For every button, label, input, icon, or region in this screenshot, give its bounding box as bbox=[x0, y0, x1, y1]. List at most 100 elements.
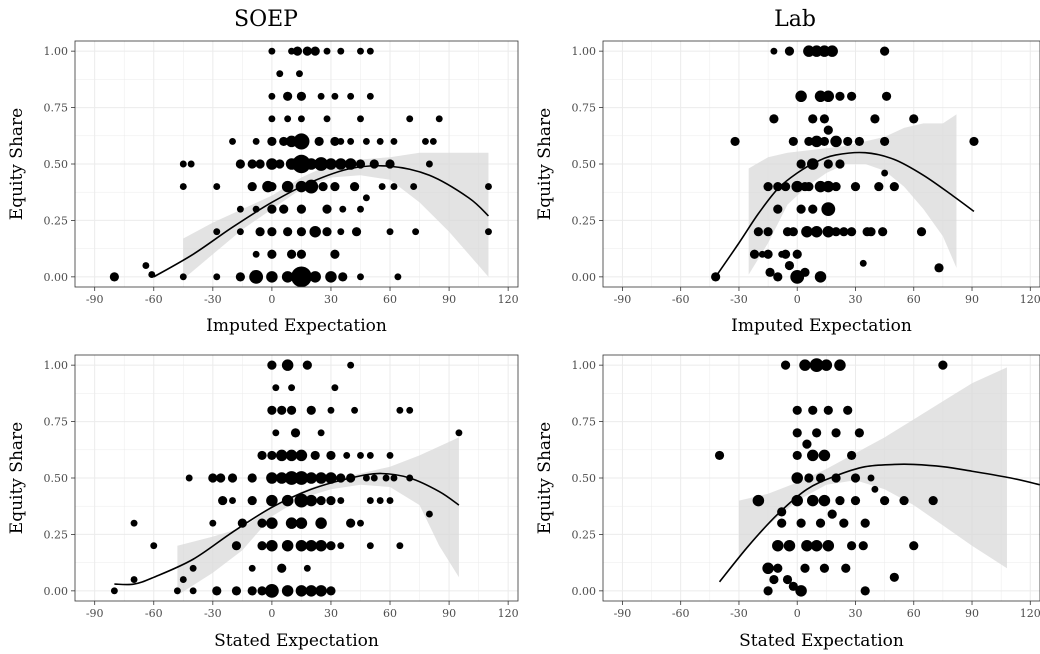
data-point bbox=[867, 474, 875, 482]
data-point bbox=[822, 90, 835, 103]
data-point bbox=[804, 473, 814, 483]
data-point bbox=[109, 272, 119, 282]
smooth-curve bbox=[718, 463, 1040, 583]
data-point bbox=[799, 359, 811, 371]
data-point bbox=[294, 471, 309, 485]
data-point bbox=[264, 583, 279, 598]
data-point bbox=[267, 204, 277, 214]
data-point bbox=[315, 539, 327, 552]
x-tick-label: -60 bbox=[145, 607, 163, 620]
data-point bbox=[335, 158, 347, 170]
data-point bbox=[780, 360, 791, 370]
data-point bbox=[302, 360, 312, 370]
data-point bbox=[818, 449, 831, 462]
data-point bbox=[351, 227, 362, 237]
data-point bbox=[216, 473, 226, 483]
data-point bbox=[179, 576, 187, 584]
data-point bbox=[366, 497, 374, 505]
smooth-curve bbox=[114, 472, 460, 586]
x-axis-title: Stated Expectation bbox=[739, 631, 904, 651]
data-point bbox=[189, 587, 197, 595]
data-point bbox=[362, 137, 370, 145]
data-point bbox=[266, 472, 278, 484]
data-point bbox=[268, 92, 276, 100]
data-point bbox=[788, 227, 798, 237]
data-point bbox=[820, 359, 833, 371]
data-point bbox=[386, 497, 394, 505]
data-point bbox=[231, 541, 242, 551]
data-point bbox=[213, 183, 221, 191]
x-tick-label: 60 bbox=[383, 607, 397, 620]
data-point bbox=[305, 494, 318, 507]
data-point bbox=[792, 450, 802, 461]
data-point bbox=[268, 115, 276, 123]
data-point bbox=[823, 159, 833, 169]
data-point bbox=[881, 169, 889, 177]
data-point bbox=[801, 225, 813, 238]
data-point bbox=[800, 267, 810, 277]
data-point bbox=[305, 472, 318, 484]
data-point bbox=[339, 205, 347, 213]
y-tick-label: 0.00 bbox=[572, 585, 597, 598]
data-point bbox=[295, 539, 308, 552]
data-point bbox=[213, 228, 221, 236]
data-point bbox=[248, 564, 256, 572]
data-point bbox=[425, 160, 433, 168]
data-point bbox=[323, 115, 331, 123]
data-point bbox=[870, 114, 880, 124]
data-point bbox=[326, 495, 336, 506]
y-tick-label: 0.50 bbox=[44, 472, 69, 485]
data-point bbox=[231, 586, 242, 596]
data-point bbox=[763, 249, 773, 259]
data-point bbox=[792, 249, 802, 259]
data-point bbox=[267, 405, 277, 415]
x-tick-label: 0 bbox=[794, 607, 801, 620]
data-point bbox=[347, 92, 355, 100]
data-point bbox=[777, 507, 787, 517]
y-tick-label: 0.00 bbox=[572, 271, 597, 284]
data-point bbox=[317, 429, 325, 437]
data-point bbox=[281, 359, 294, 371]
data-point bbox=[267, 450, 277, 461]
x-tick-label: 90 bbox=[442, 293, 456, 306]
data-point bbox=[714, 450, 725, 461]
x-tick-label: -30 bbox=[204, 607, 222, 620]
data-point bbox=[286, 405, 297, 415]
data-point bbox=[277, 405, 287, 415]
x-tick-label: 120 bbox=[498, 607, 519, 620]
points bbox=[714, 358, 948, 597]
data-point bbox=[835, 495, 845, 506]
data-point bbox=[266, 517, 278, 529]
data-point bbox=[780, 181, 791, 192]
data-point bbox=[266, 271, 278, 283]
data-point bbox=[378, 183, 386, 191]
data-point bbox=[429, 137, 437, 145]
data-point bbox=[422, 137, 429, 145]
x-tick-label: 0 bbox=[794, 293, 801, 306]
data-point bbox=[376, 137, 384, 145]
data-point bbox=[266, 158, 278, 170]
data-point bbox=[969, 136, 979, 147]
column-title-soep: SOEP bbox=[234, 7, 298, 32]
data-point bbox=[247, 586, 257, 596]
x-tick-label: -90 bbox=[614, 293, 632, 306]
data-point bbox=[296, 204, 307, 214]
data-point bbox=[769, 114, 779, 124]
y-tick-label: 1.00 bbox=[44, 359, 69, 372]
data-point bbox=[303, 564, 311, 572]
y-tick-label: 0.50 bbox=[572, 472, 597, 485]
data-point bbox=[795, 585, 807, 597]
data-point bbox=[410, 183, 418, 191]
data-point bbox=[810, 135, 823, 148]
data-point bbox=[835, 159, 845, 169]
data-point bbox=[382, 474, 390, 482]
data-point bbox=[839, 518, 849, 528]
data-point bbox=[235, 272, 245, 282]
data-point bbox=[818, 494, 831, 507]
data-point bbox=[283, 91, 293, 101]
data-point bbox=[291, 266, 312, 287]
y-axis-title: Equity Share bbox=[535, 422, 555, 534]
data-point bbox=[485, 183, 492, 191]
x-tick-label: 90 bbox=[965, 293, 979, 306]
